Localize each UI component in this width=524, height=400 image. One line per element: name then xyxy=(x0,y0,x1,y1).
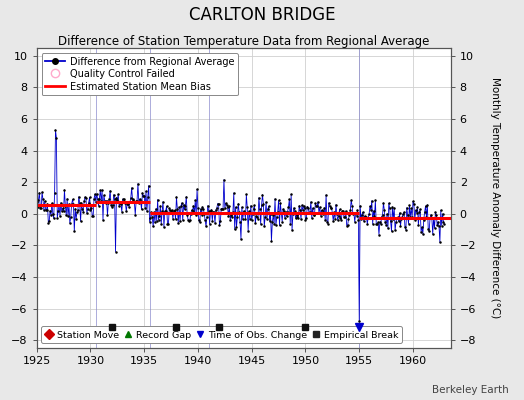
Text: CARLTON BRIDGE: CARLTON BRIDGE xyxy=(189,6,335,24)
Text: Berkeley Earth: Berkeley Earth xyxy=(432,385,508,395)
Y-axis label: Monthly Temperature Anomaly Difference (°C): Monthly Temperature Anomaly Difference (… xyxy=(490,77,500,319)
Legend: Station Move, Record Gap, Time of Obs. Change, Empirical Break: Station Move, Record Gap, Time of Obs. C… xyxy=(41,326,402,343)
Title: Difference of Station Temperature Data from Regional Average: Difference of Station Temperature Data f… xyxy=(58,35,429,48)
